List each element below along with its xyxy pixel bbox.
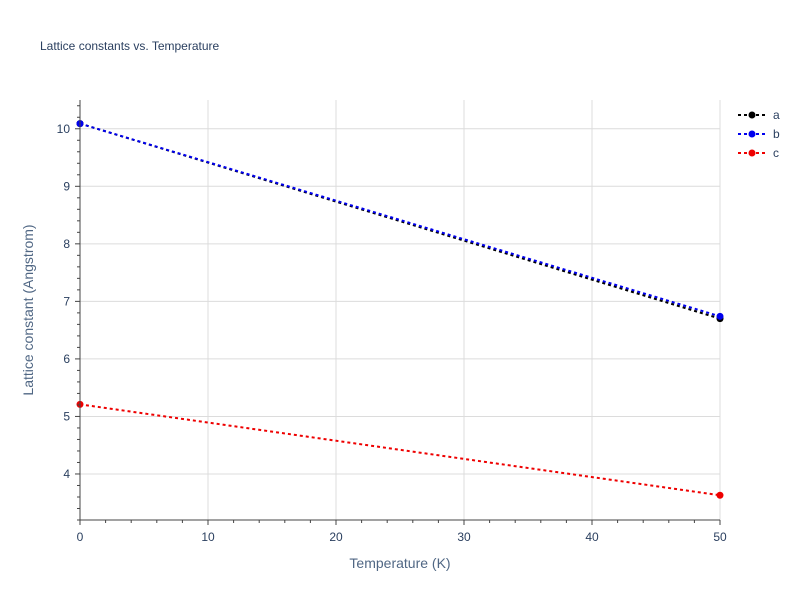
series-c [76, 400, 724, 499]
legend-label-c: c [773, 146, 779, 160]
x-tick-label: 0 [77, 530, 84, 544]
legend-item-c[interactable]: c [738, 146, 779, 160]
legend[interactable]: abc [738, 108, 780, 160]
x-tick-label: 10 [201, 530, 215, 544]
x-tick-label: 30 [457, 530, 471, 544]
series-line-c [79, 403, 721, 497]
x-tick-label: 50 [713, 530, 727, 544]
x-axis-title: Temperature (K) [349, 555, 450, 571]
series-layer [76, 120, 724, 499]
legend-marker-c [748, 149, 756, 157]
legend-label-b: b [773, 127, 780, 141]
axes: 0 10 20 30 40 50 4 5 6 7 8 9 10 [57, 100, 727, 544]
y-axis-title: Lattice constant (Angstrom) [20, 224, 36, 395]
data-point-b [716, 312, 724, 320]
legend-item-b[interactable]: b [738, 127, 780, 141]
y-tick-label: 7 [63, 294, 70, 308]
y-tick-label: 6 [63, 352, 70, 366]
x-tick-label: 40 [585, 530, 599, 544]
data-point-c [716, 491, 724, 499]
grid [80, 100, 721, 520]
y-tick-label: 5 [63, 409, 70, 423]
legend-marker-a [748, 111, 756, 119]
legend-item-a[interactable]: a [738, 108, 780, 122]
x-tick-label: 20 [329, 530, 343, 544]
legend-marker-b [748, 130, 756, 138]
y-tick-label: 8 [63, 237, 70, 251]
y-tick-label: 10 [57, 122, 71, 136]
chart-title: Lattice constants vs. Temperature [40, 39, 220, 53]
series-line-b [79, 122, 721, 318]
legend-label-a: a [773, 108, 780, 122]
y-tick-label: 4 [63, 467, 70, 481]
series-a [76, 120, 724, 323]
y-tick-label: 9 [63, 179, 70, 193]
series-line-a [79, 122, 721, 320]
